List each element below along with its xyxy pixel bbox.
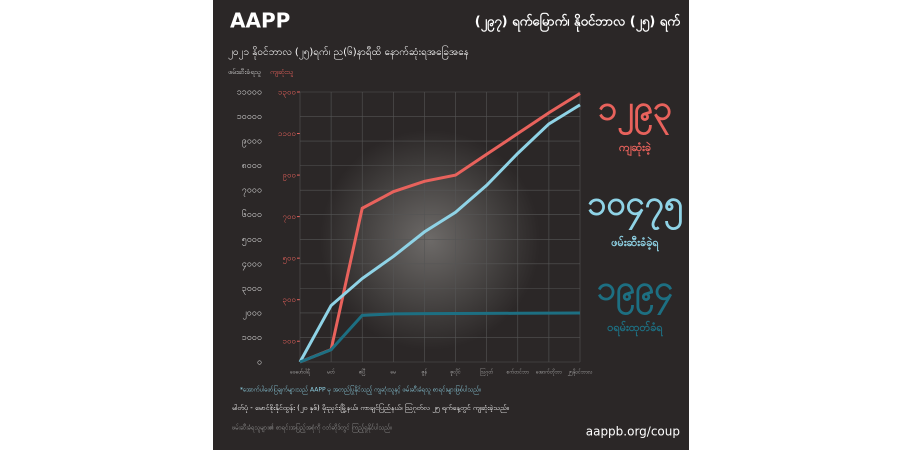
y2-tick-label: ၃၀၀ [283, 295, 297, 306]
y2-tick-label: ၁၀၀ [283, 337, 297, 346]
y2-tick-label: ၁၁၀၀ [278, 129, 296, 138]
y-tick-label: ၇၀၀၀ [242, 186, 262, 197]
y-tick-label: ၉၀၀၀ [242, 137, 262, 148]
y-tick-label: ၄၀၀၀ [242, 259, 262, 270]
series-line [299, 311, 581, 364]
y-tick-label: ၃၀၀၀ [242, 284, 262, 295]
y2-tick-label: ၁၃၀၀ [278, 88, 296, 99]
y2-tick-label: ၉၀၀ [283, 171, 297, 182]
url[interactable]: aappb.org/coup [586, 425, 680, 439]
total-number: ၁၉၉၄ [597, 269, 674, 316]
x-tick-label: မတ် [327, 370, 336, 376]
y2-tick-label: ၅၀၀ [283, 254, 297, 265]
y2-tick-label: ၇၀၀ [283, 212, 297, 223]
x-tick-label: မေ [391, 370, 398, 376]
note: *အောက်ပါဖော်ပြချက်များသည် AAPP မှ အတည်ပြ… [240, 385, 481, 395]
y-tick-label: ၁၀၀၀ [242, 333, 262, 343]
x-tick-label: ဩဂုတ် [480, 369, 495, 376]
y-tick-label: ၅၀၀၀ [242, 235, 262, 246]
y-tick-label: ၁၁၀၀၀ [237, 88, 262, 98]
source: ဖမ်းဆီးခံရသူများ၏ စာရင်းအပြည့်အစုံကို ဝဘ… [232, 423, 392, 433]
subtitle: ၂၀၂၁ နိုဝင်ဘာလ (၂၅)ရက်၊ ည(၆)နာရီထိ နောက်… [228, 44, 469, 60]
legend-entry: ဝရမ်းထုတ်ခံရ [607, 320, 663, 337]
y-tick-label: ၆၀၀၀ [242, 209, 262, 220]
x-tick-label: ဧပြီ [359, 369, 366, 376]
x-tick-label: ၂၅နိုဝင်ဘာလ [568, 370, 593, 376]
logo: AAPP [230, 9, 290, 33]
credit: မါတ်ပုံ - မောင်စိုးနိုင်ထွန်း (၂၀ နှစ်) … [232, 403, 509, 413]
x-tick-label: ဇူလိုင် [450, 370, 461, 376]
y2-axis-label: ကျဆုံးသူ [270, 68, 294, 77]
y-axis-label: ဖမ်းဆီးခံရသူ [228, 68, 261, 77]
y-tick-label: ၁၀၀၀၀ [237, 112, 262, 122]
series-line [298, 103, 581, 363]
x-tick-label: အောက်တိုဘာ [536, 370, 562, 376]
legend-entry: ကျဆုံးခဲ့ [619, 141, 652, 157]
header-title: (၂၉၇) ရက်မြောက်၊ နိုဝင်ဘာလ (၂၅) ရက် [475, 12, 681, 33]
total-number: ၁၀၄၇၅ [587, 184, 683, 231]
x-tick-label: စက်တင်ဘာ [507, 370, 529, 376]
x-tick-label: ဖေဖော်ဝါရီ [290, 370, 311, 376]
y-tick-label: ၈၀၀၀ [242, 161, 262, 171]
total-number: ၁၂၉၃ [598, 89, 672, 136]
x-tick-label: ဇွန် [421, 370, 427, 376]
y-tick-label: ၂၀၀၀ [242, 308, 262, 319]
legend-entry: ဖမ်းဆီးခံခဲ့ရ [611, 235, 659, 252]
y-tick-label: ၀ [257, 358, 262, 368]
series-line [299, 92, 581, 364]
